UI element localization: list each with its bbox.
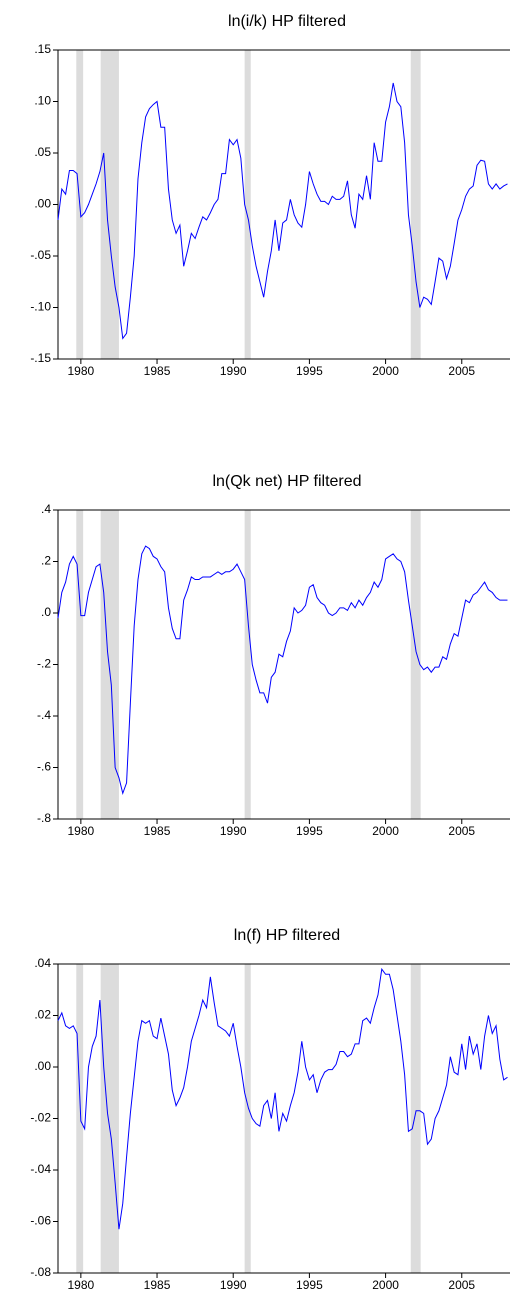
chart-title: ln(f) HP filtered [234, 927, 340, 944]
y-tick-label: .15 [34, 42, 51, 56]
x-tick-label: 1980 [68, 364, 95, 378]
x-tick-label: 2005 [448, 824, 475, 838]
y-tick-label: -.8 [37, 811, 51, 825]
y-tick-label: -.10 [30, 300, 51, 314]
y-tick-label: -.6 [37, 760, 51, 774]
plot-frame [57, 963, 510, 1274]
x-tick-label: 2000 [372, 1278, 399, 1292]
y-tick-label: -.06 [30, 1214, 51, 1228]
y-tick-label: -.05 [30, 248, 51, 262]
chart-title: ln(i/k) HP filtered [228, 13, 346, 30]
x-tick-label: 2005 [448, 1278, 475, 1292]
y-tick-label: .2 [41, 554, 51, 568]
x-tick-label: 2005 [448, 364, 475, 378]
recession-shade [244, 510, 251, 819]
y-tick-label: .4 [41, 502, 51, 516]
x-tick-label: 1990 [220, 824, 247, 838]
x-tick-label: 1985 [144, 364, 171, 378]
y-tick-label: .00 [34, 1059, 51, 1073]
x-tick-label: 1980 [68, 1278, 95, 1292]
plot-frame [57, 49, 510, 360]
series-line [57, 82, 508, 340]
x-tick-label: 1985 [144, 1278, 171, 1292]
y-tick-label: -.02 [30, 1111, 51, 1125]
y-tick-label: -.2 [37, 657, 51, 671]
y-tick-label: -.4 [37, 708, 51, 722]
x-tick-label: 2000 [372, 824, 399, 838]
recession-shade [410, 50, 421, 359]
y-tick-label: .04 [34, 956, 51, 970]
x-tick-label: 1980 [68, 824, 95, 838]
series-line [57, 545, 508, 795]
series-line [57, 967, 508, 1230]
plot-frame [57, 509, 510, 820]
recession-shade [410, 510, 421, 819]
x-tick-label: 1990 [220, 364, 247, 378]
recession-shade [244, 50, 251, 359]
recession-shade [76, 510, 84, 819]
recession-shade [100, 510, 119, 819]
recession-shade [100, 964, 119, 1273]
x-tick-label: 2000 [372, 364, 399, 378]
recession-shade [100, 50, 119, 359]
recession-shade [410, 964, 421, 1273]
x-tick-label: 1995 [296, 824, 323, 838]
y-tick-label: -.15 [30, 351, 51, 365]
x-tick-label: 1985 [144, 824, 171, 838]
y-tick-label: .02 [34, 1008, 51, 1022]
y-tick-label: -.08 [30, 1265, 51, 1279]
y-tick-label: .10 [34, 94, 51, 108]
recession-shade [76, 964, 84, 1273]
y-tick-label: .00 [34, 197, 51, 211]
x-tick-label: 1995 [296, 1278, 323, 1292]
x-tick-label: 1990 [220, 1278, 247, 1292]
x-tick-label: 1995 [296, 364, 323, 378]
y-tick-label: .0 [41, 605, 51, 619]
recession-shade [244, 964, 251, 1273]
chart-title: ln(Qk net) HP filtered [212, 473, 361, 490]
y-tick-label: .05 [34, 145, 51, 159]
y-tick-label: -.04 [30, 1162, 51, 1176]
